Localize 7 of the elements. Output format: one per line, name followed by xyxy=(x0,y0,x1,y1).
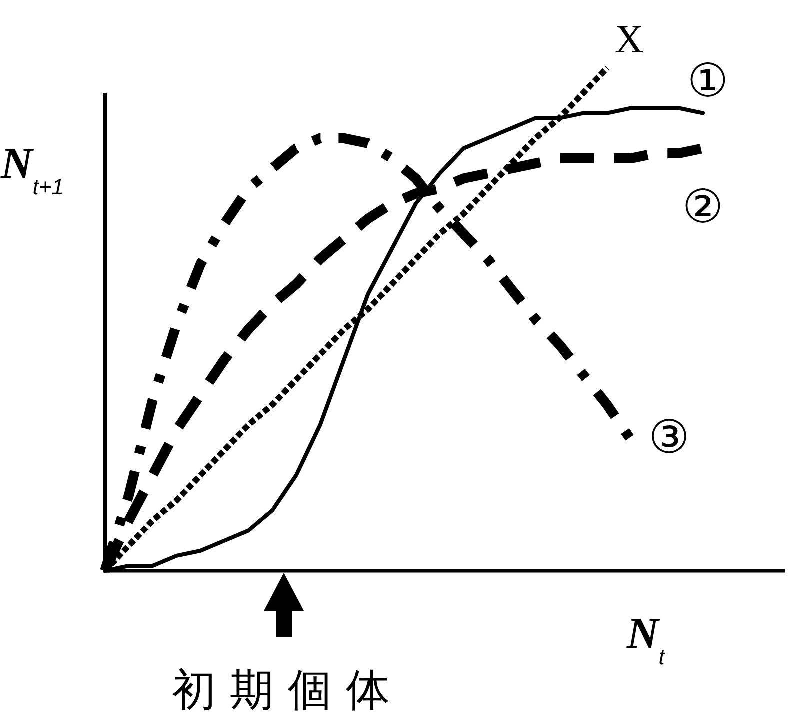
series-label: ① xyxy=(687,54,729,106)
y-axis-title: N$_{t+1}$ xyxy=(0,139,64,200)
series-label: X xyxy=(614,16,644,62)
text: 初期個体 xyxy=(172,665,404,716)
series-label: ③ xyxy=(648,411,690,464)
x-axis-title: N$_{t}$ xyxy=(626,609,666,670)
series-label: ② xyxy=(682,180,724,232)
